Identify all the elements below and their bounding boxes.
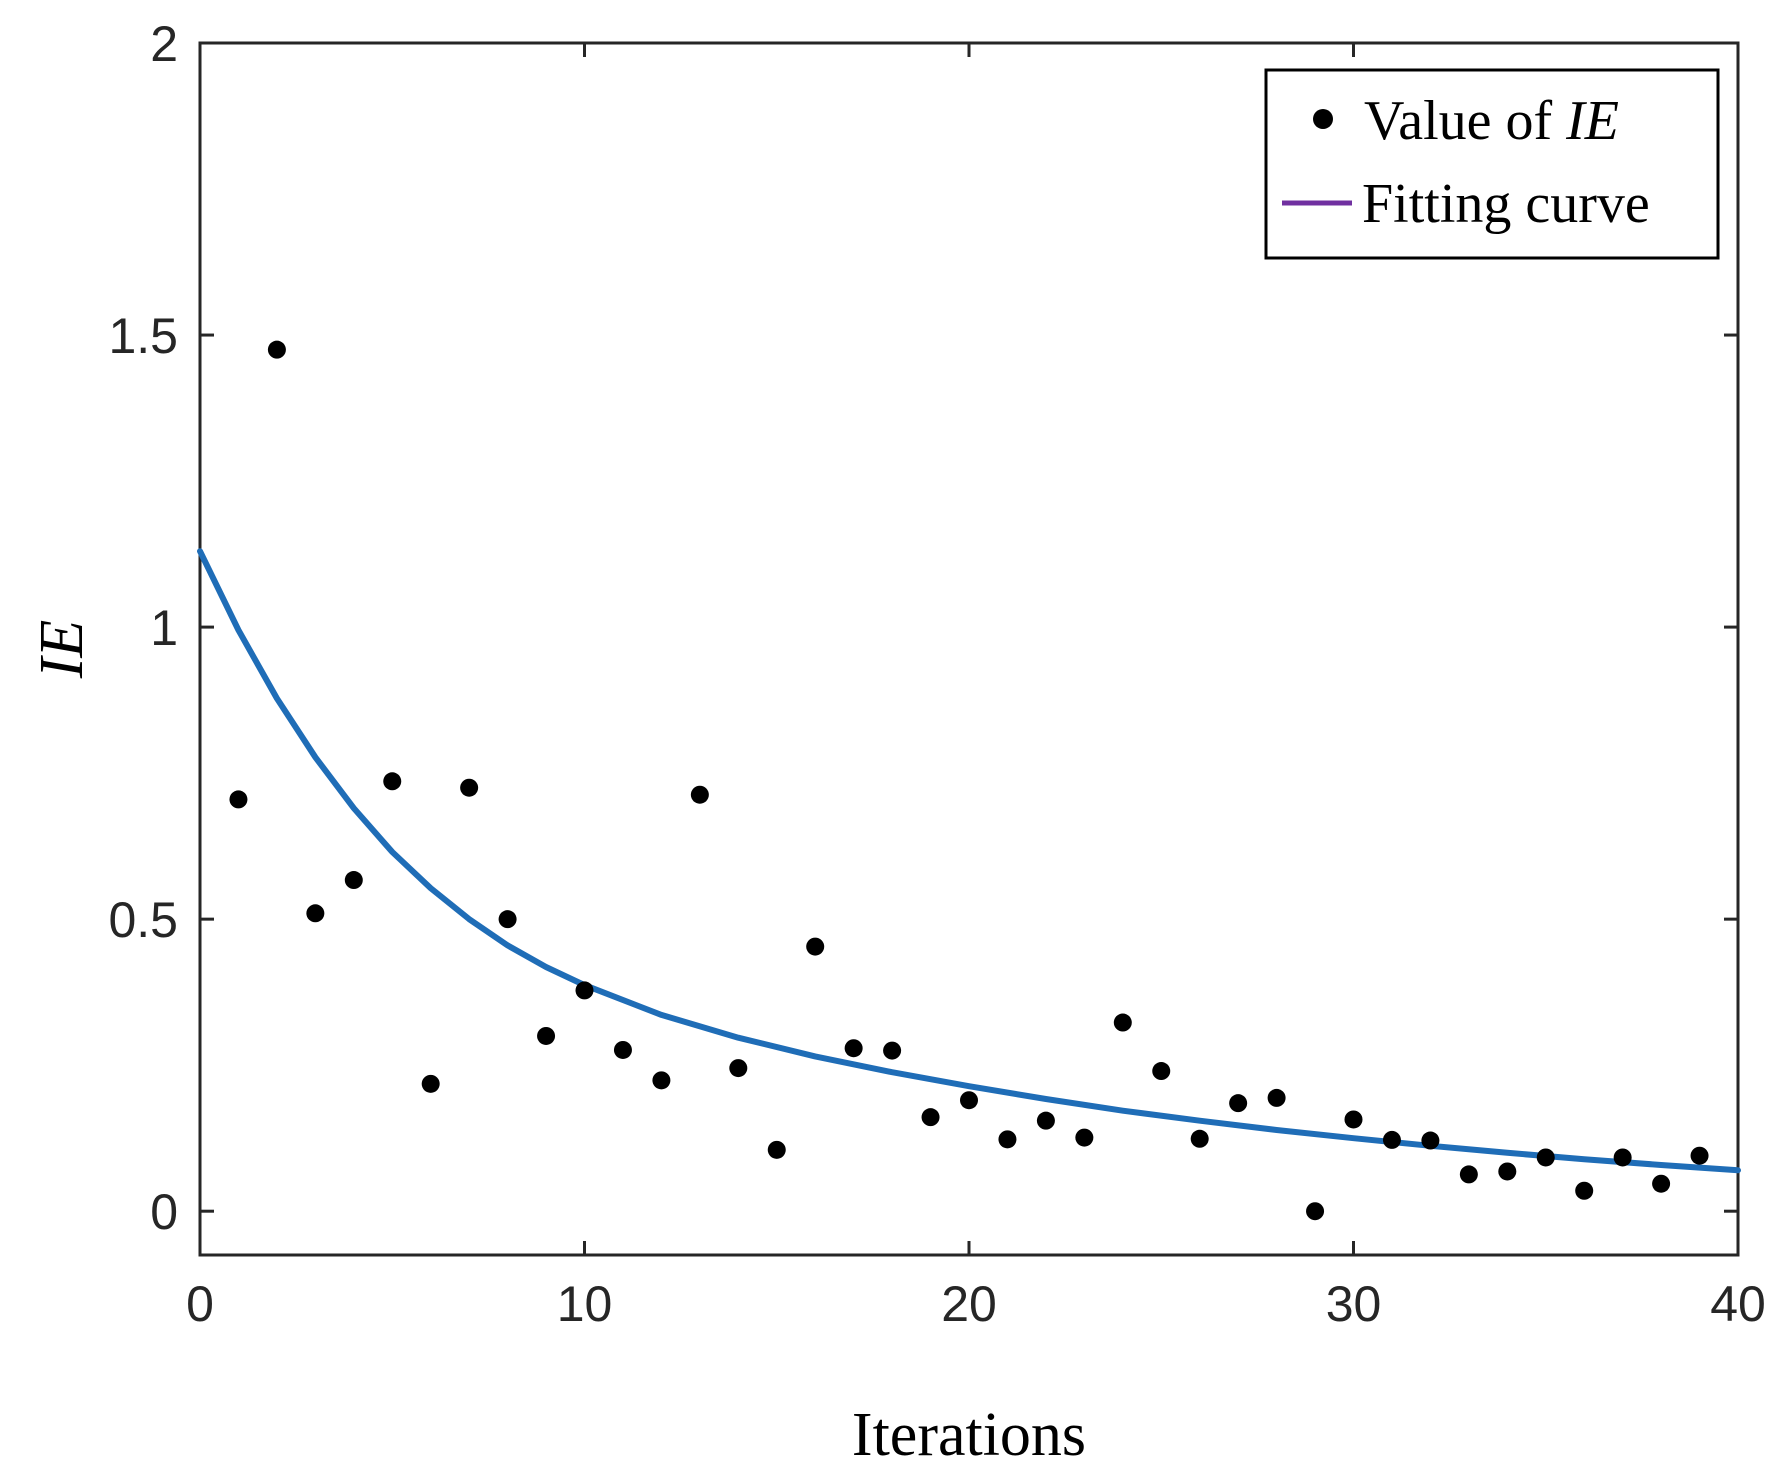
- x-axis-title: Iterations: [852, 1401, 1086, 1469]
- legend: Value of IE Fitting curve: [1264, 68, 1720, 260]
- scatter-point: [1344, 1110, 1363, 1129]
- scatter-point: [767, 1140, 786, 1159]
- legend-label-fit: Fitting curve: [1362, 173, 1650, 235]
- scatter-point: [844, 1039, 863, 1058]
- y-tick-label: 0: [150, 1184, 178, 1240]
- scatter-point: [1652, 1174, 1671, 1193]
- fitting-curve-line: [197, 548, 1741, 1174]
- scatter-point: [229, 790, 248, 809]
- y-tick-label: 1.5: [108, 308, 178, 364]
- y-tick-label: 2: [150, 16, 178, 72]
- scatter-point: [306, 904, 325, 923]
- y-tick-label: 1: [150, 600, 178, 656]
- scatter-point: [1536, 1148, 1555, 1167]
- scatter-point: [998, 1130, 1017, 1149]
- scatter-point: [1152, 1062, 1171, 1081]
- legend-box: [1264, 68, 1720, 260]
- scatter-point: [1075, 1128, 1094, 1147]
- scatter-point: [652, 1071, 671, 1090]
- x-tick-label: 10: [557, 1276, 613, 1332]
- scatter-point: [1690, 1146, 1709, 1165]
- legend-label-fit-text: Fitting curve: [1362, 173, 1650, 235]
- scatter-point: [267, 340, 286, 359]
- scatter-point: [383, 772, 402, 791]
- scatter-point: [921, 1108, 940, 1127]
- scatter-point: [1459, 1165, 1478, 1184]
- legend-label-values-prefix: Value of: [1364, 90, 1566, 152]
- scatter-point: [1575, 1181, 1594, 1200]
- x-tick-label: 30: [1326, 1276, 1382, 1332]
- y-tick-label: 0.5: [108, 892, 178, 948]
- axis-ticks: [198, 41, 1740, 1255]
- scatter-point: [1421, 1131, 1440, 1150]
- scatter-point: [421, 1074, 440, 1093]
- scatter-point: [1498, 1162, 1517, 1181]
- scatter-point: [1036, 1111, 1055, 1130]
- scatter-point: [460, 778, 479, 797]
- x-tick-label: 40: [1710, 1276, 1766, 1332]
- scatter-point: [498, 910, 517, 929]
- scatter-point: [537, 1026, 556, 1045]
- scatter-point: [1613, 1148, 1632, 1167]
- scatter-point: [883, 1041, 902, 1060]
- scatter-point: [1113, 1013, 1132, 1032]
- axis-tick-labels: 0 10 20 30 40 0 0.5 1 1.5 2: [108, 16, 1765, 1332]
- scatter-point: [1306, 1202, 1325, 1221]
- scatter-point: [1190, 1129, 1209, 1148]
- scatter-point: [690, 785, 709, 804]
- scatter-point: [1229, 1094, 1248, 1113]
- scatter-point: [613, 1040, 632, 1059]
- legend-label-values: Value of IE: [1364, 90, 1619, 152]
- scatter-point: [729, 1059, 748, 1078]
- scatter-point: [575, 981, 594, 1000]
- legend-label-values-italic: IE: [1565, 90, 1619, 152]
- legend-marker-dot: [1313, 109, 1333, 129]
- scatter-point: [344, 871, 363, 890]
- x-tick-label: 0: [186, 1276, 214, 1332]
- scatter-point: [1267, 1088, 1286, 1107]
- scatter-point: [1382, 1130, 1401, 1149]
- scatter-point: [806, 937, 825, 956]
- scatter-points: [229, 340, 1709, 1221]
- scatter-point: [960, 1091, 978, 1110]
- x-tick-label: 20: [941, 1276, 997, 1332]
- y-axis-title: IE: [28, 620, 96, 680]
